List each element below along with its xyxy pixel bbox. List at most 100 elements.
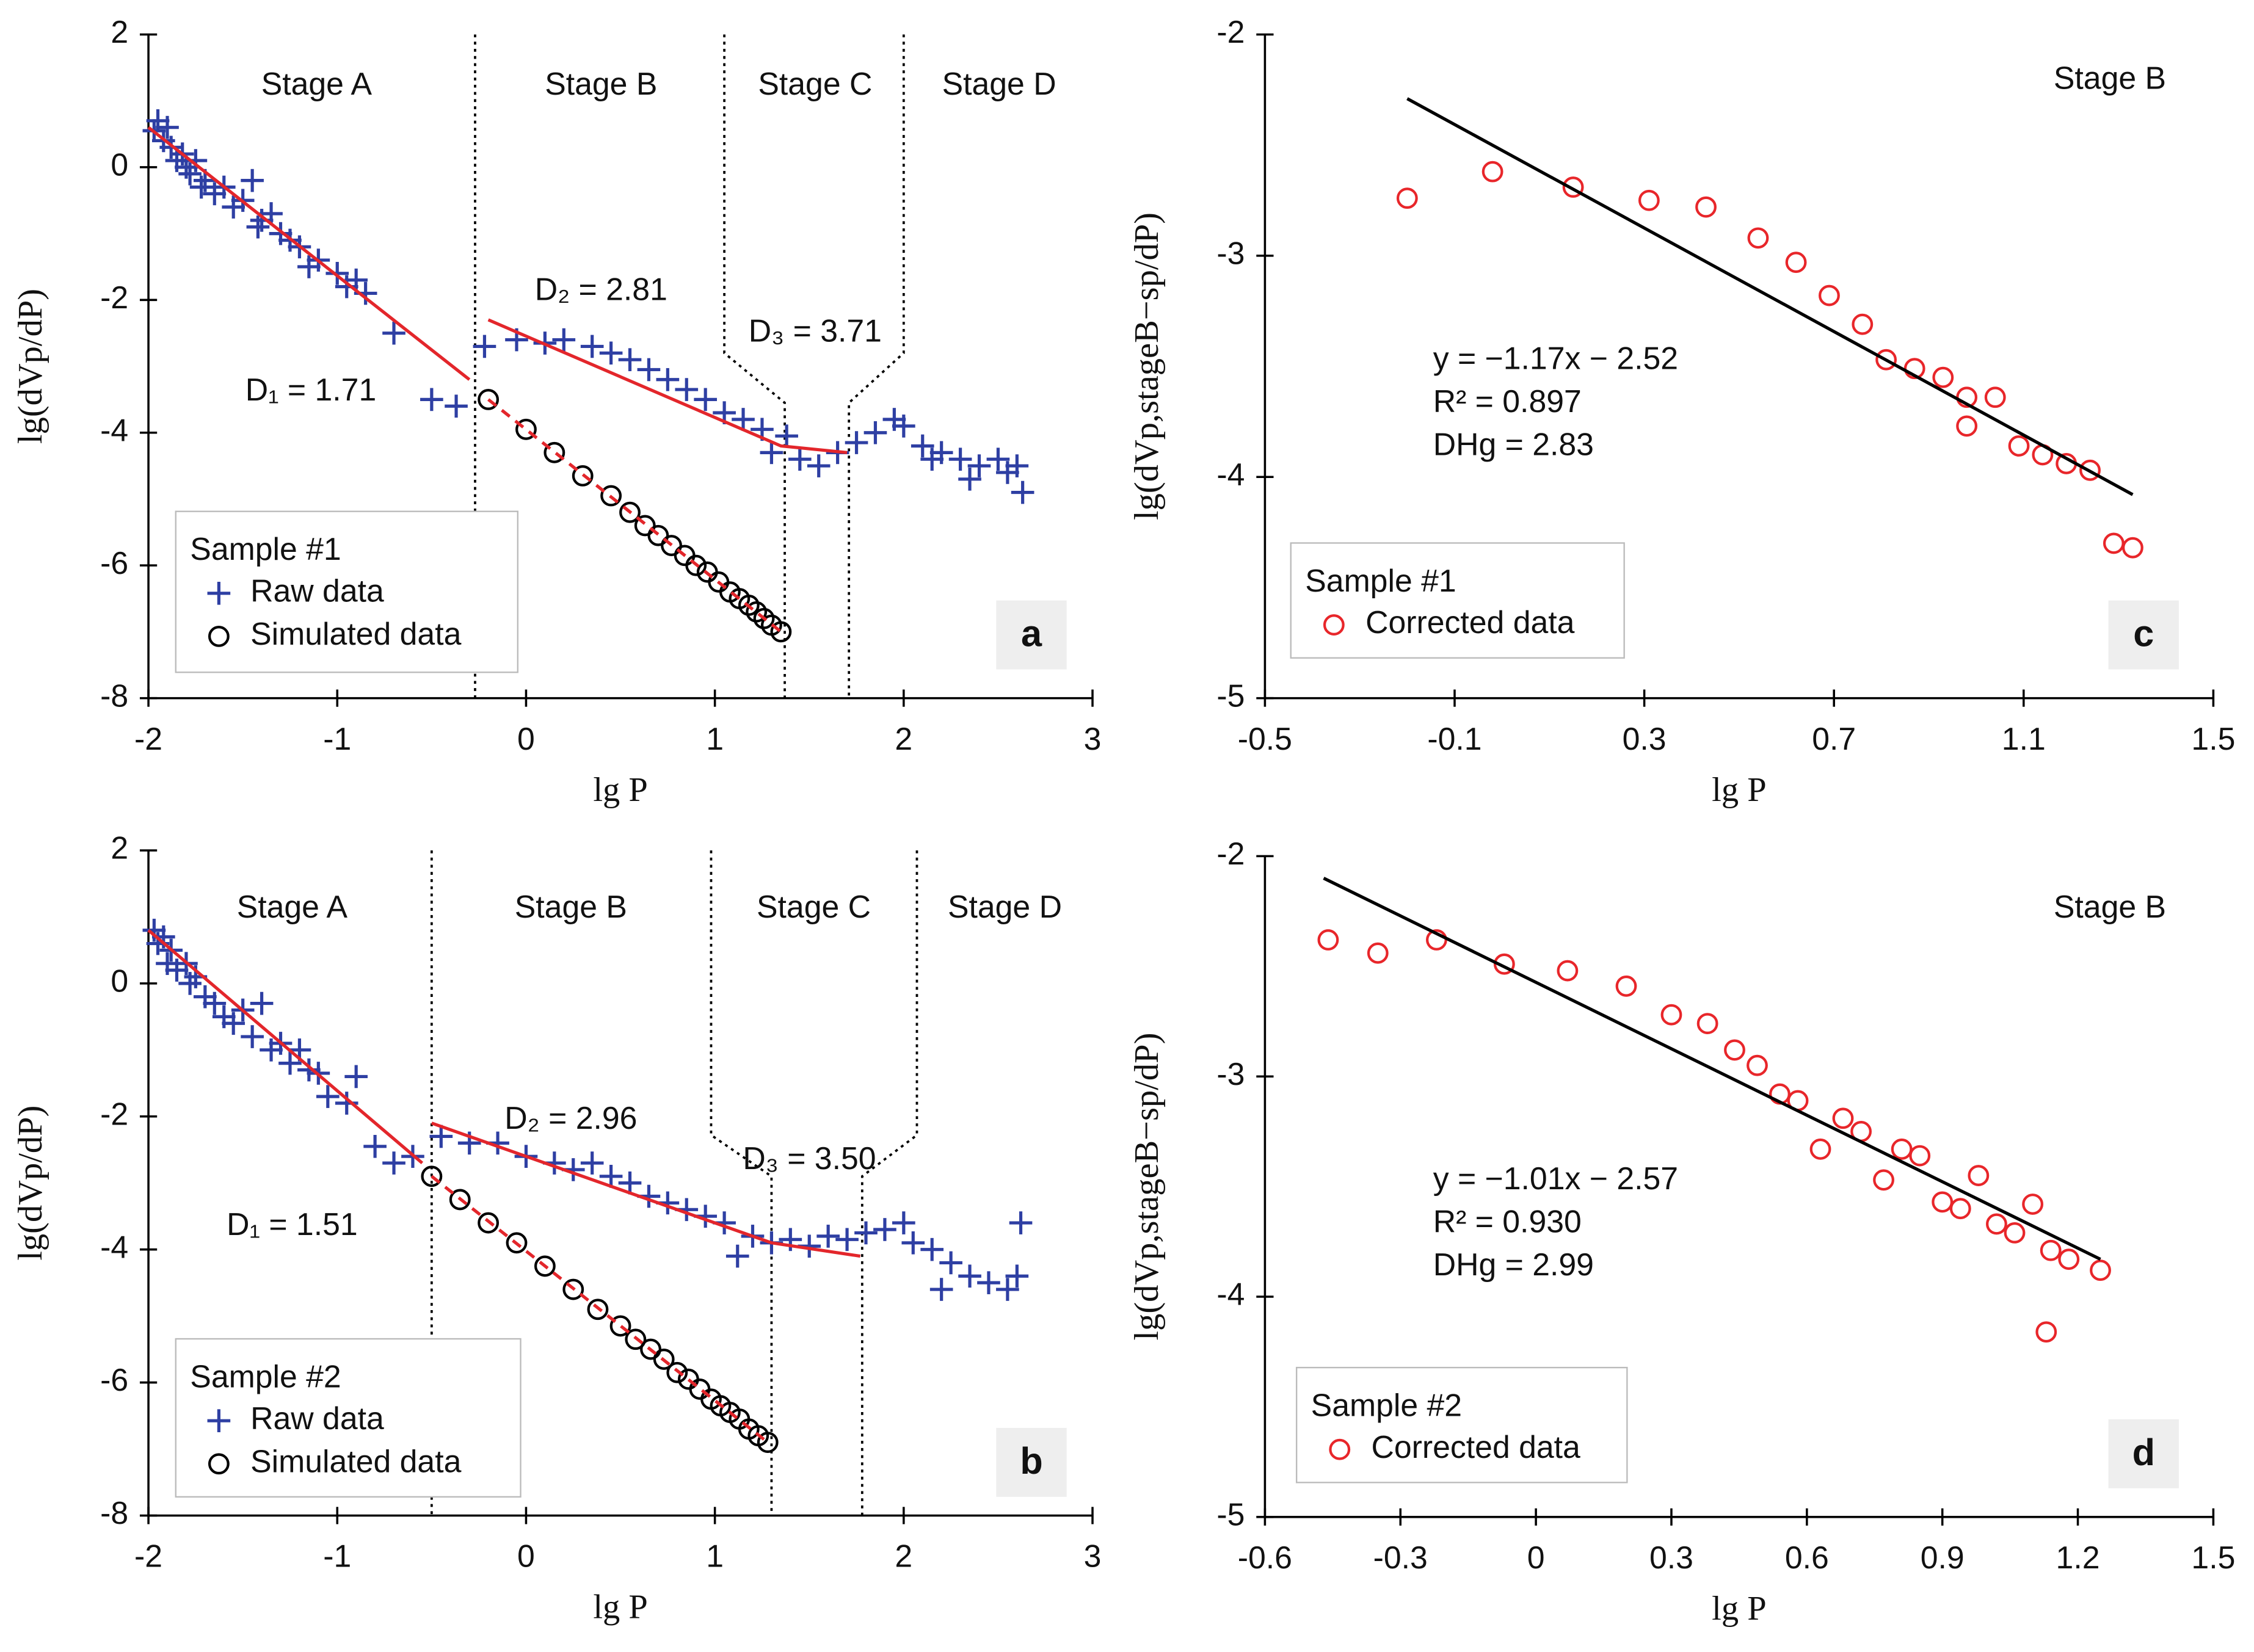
fit-line (431, 1175, 769, 1444)
circle-marker (1317, 929, 1339, 951)
plus-marker (184, 149, 208, 172)
y-tick-label: -2 (1216, 14, 1245, 49)
annotation: Stage C (758, 66, 872, 101)
legend-label: Simulated data (250, 1443, 461, 1479)
fit-line (487, 318, 848, 454)
y-tick-label: -6 (100, 1362, 128, 1397)
y-axis-label: lg(dVp,stageB−sp/dP) (1128, 1033, 1166, 1341)
x-tick-label: 2 (895, 721, 912, 756)
circle-marker (1638, 189, 1660, 211)
circle-marker (738, 594, 760, 616)
panel-label-box (2108, 1419, 2179, 1488)
y-tick-label: -3 (1216, 1056, 1245, 1092)
y-tick-label: 0 (111, 147, 128, 183)
plus-marker (845, 431, 868, 454)
fit-line (147, 126, 471, 381)
plus-marker (260, 202, 283, 225)
legend-label: Corrected data (1372, 1429, 1581, 1465)
circle-marker (1660, 1004, 1682, 1026)
circle-marker (600, 485, 622, 507)
circle-marker (2058, 1248, 2080, 1270)
plus-marker (958, 468, 981, 491)
circle-marker (2008, 435, 2030, 457)
circle-marker (1747, 1054, 1768, 1076)
plus-marker (873, 1218, 896, 1241)
circle-marker (1956, 415, 1978, 437)
plus-marker (788, 447, 812, 471)
circle-marker (506, 1232, 528, 1254)
circle-marker (1809, 1138, 1831, 1160)
plus-marker (207, 581, 231, 605)
legend-label: Corrected data (1365, 604, 1575, 640)
circle-marker (1949, 1198, 1971, 1220)
x-tick-label: 0.9 (1921, 1540, 1965, 1575)
circle-marker (1695, 196, 1717, 218)
circle-marker (1747, 227, 1769, 249)
circle-marker (1909, 1145, 1931, 1167)
plus-marker (325, 262, 349, 285)
plus-marker (382, 1151, 405, 1175)
plus-marker (316, 1085, 340, 1108)
x-tick-label: -0.1 (1427, 721, 1481, 756)
legend-label: Raw data (250, 573, 384, 608)
circle-marker (421, 1165, 443, 1187)
plus-marker (996, 1278, 1019, 1301)
circle-marker (1724, 1039, 1745, 1061)
plus-marker (1009, 1211, 1033, 1234)
plus-marker (207, 1409, 231, 1432)
circle-marker (1891, 1138, 1913, 1160)
circle-marker (1984, 386, 2006, 408)
x-tick-label: -0.3 (1373, 1540, 1428, 1575)
plus-marker (420, 388, 443, 411)
y-tick-label: -2 (1216, 836, 1245, 871)
stage-boundary (848, 34, 905, 698)
y-tick-label: 2 (111, 830, 128, 866)
plus-marker (929, 1278, 953, 1301)
plus-marker (429, 1125, 453, 1148)
panel-label-box (2108, 600, 2179, 670)
fit-line (1406, 97, 2134, 496)
circle-marker (1481, 161, 1503, 183)
circle-marker (534, 1255, 556, 1277)
annotation: Stage D (942, 66, 1056, 101)
circle-marker (1696, 1013, 1718, 1035)
fit-line (431, 1121, 861, 1258)
x-tick-label: 1.5 (2191, 1540, 2235, 1575)
annotation: Stage B (2054, 889, 2166, 924)
circle-marker (544, 441, 565, 463)
x-tick-label: 1 (706, 1538, 724, 1574)
circle-marker (1367, 942, 1389, 964)
circle-marker (478, 388, 500, 410)
fit-line (147, 929, 424, 1165)
circle-marker (2090, 1259, 2111, 1281)
y-tick-label: -6 (100, 545, 128, 581)
circle-marker (2040, 1239, 2062, 1261)
annotation: DHg = 2.83 (1433, 426, 1594, 462)
x-tick-label: 0.6 (1785, 1540, 1829, 1575)
y-axis-label: lg(dVp/dP) (12, 289, 49, 444)
legend-title: Sample #1 (190, 531, 341, 567)
legend-title: Sample #2 (1311, 1388, 1462, 1423)
annotation: D₃ = 3.50 (743, 1140, 876, 1176)
plus-marker (1005, 454, 1029, 477)
plus-marker (618, 1171, 642, 1195)
y-tick-label: -5 (1216, 1496, 1245, 1532)
circle-marker (2103, 532, 2125, 554)
plus-marker (986, 447, 1010, 471)
circle-marker (1932, 1191, 1954, 1213)
plus-marker (977, 1271, 1000, 1294)
plus-marker (382, 321, 405, 345)
x-tick-label: -1 (323, 1538, 351, 1574)
plus-marker (297, 1058, 321, 1082)
circle-marker (1903, 358, 1925, 380)
x-tick-label: -0.6 (1238, 1540, 1292, 1575)
circle-marker (1968, 1165, 1990, 1186)
x-tick-label: 0.3 (1649, 1540, 1693, 1575)
circle-marker (746, 601, 768, 623)
fit-line (487, 398, 782, 633)
legend-title: Sample #2 (190, 1359, 341, 1394)
x-tick-label: 1.2 (2056, 1540, 2100, 1575)
y-tick-label: 2 (111, 14, 128, 49)
x-tick-label: -2 (134, 1538, 162, 1574)
circle-marker (770, 621, 792, 643)
